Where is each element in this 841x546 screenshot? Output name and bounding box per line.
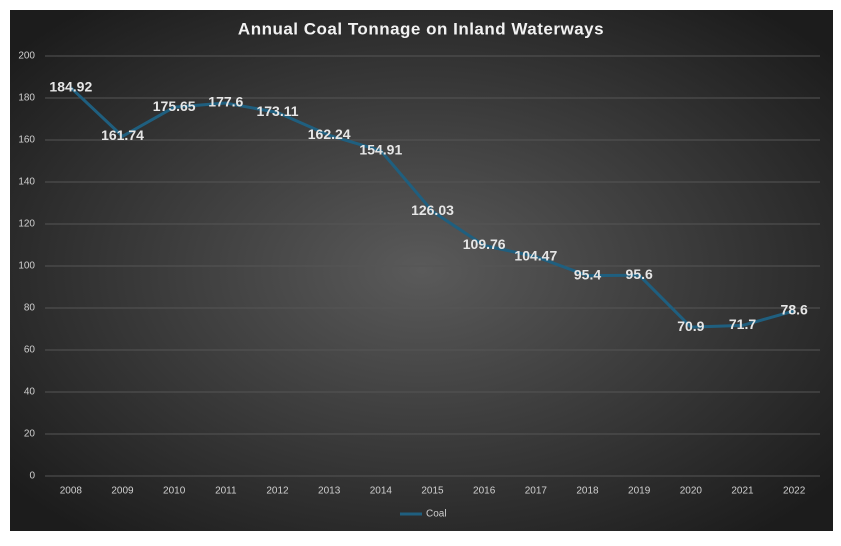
- x-tick-label: 2018: [576, 486, 599, 497]
- y-tick-label: 180: [18, 93, 35, 104]
- data-label: 175.65: [153, 98, 196, 114]
- x-tick-label: 2017: [525, 486, 548, 497]
- data-label: 95.6: [626, 266, 653, 282]
- x-tick-label: 2019: [628, 486, 651, 497]
- data-label: 154.91: [359, 141, 402, 157]
- chart-background: [10, 10, 833, 531]
- y-tick-label: 120: [18, 219, 35, 230]
- y-tick-label: 20: [24, 429, 36, 440]
- legend-label: Coal: [426, 509, 447, 520]
- x-tick-label: 2009: [111, 486, 134, 497]
- data-label: 184.92: [49, 78, 92, 94]
- x-tick-label: 2008: [60, 486, 83, 497]
- y-tick-label: 60: [24, 345, 36, 356]
- data-label: 104.47: [514, 247, 557, 263]
- data-label: 78.6: [781, 302, 808, 318]
- y-tick-label: 200: [18, 51, 35, 62]
- y-tick-label: 160: [18, 135, 35, 146]
- x-tick-label: 2012: [266, 486, 289, 497]
- chart-title: Annual Coal Tonnage on Inland Waterways: [238, 19, 604, 38]
- data-label: 162.24: [308, 126, 351, 142]
- y-tick-label: 80: [24, 303, 36, 314]
- x-tick-label: 2021: [731, 486, 754, 497]
- data-label: 173.11: [256, 103, 298, 119]
- data-label: 177.6: [208, 94, 243, 110]
- data-label: 109.76: [463, 236, 506, 252]
- data-line: [69, 86, 795, 329]
- data-label: 95.4: [574, 266, 601, 282]
- x-tick-label: 2014: [370, 486, 393, 497]
- x-tick-label: 2022: [783, 486, 806, 497]
- x-tick-label: 2013: [318, 486, 341, 497]
- x-tick-label: 2016: [473, 486, 496, 497]
- y-tick-label: 40: [24, 387, 36, 398]
- y-tick-label: 0: [29, 471, 35, 482]
- x-tick-label: 2010: [163, 486, 186, 497]
- data-label: 161.74: [101, 127, 144, 143]
- data-label: 71.7: [729, 316, 756, 332]
- x-tick-label: 2020: [680, 486, 703, 497]
- x-tick-label: 2011: [215, 486, 237, 497]
- data-label: 70.9: [677, 318, 704, 334]
- y-tick-label: 100: [18, 261, 35, 272]
- y-tick-label: 140: [18, 177, 35, 188]
- x-tick-label: 2015: [421, 486, 444, 497]
- data-label: 126.03: [411, 202, 454, 218]
